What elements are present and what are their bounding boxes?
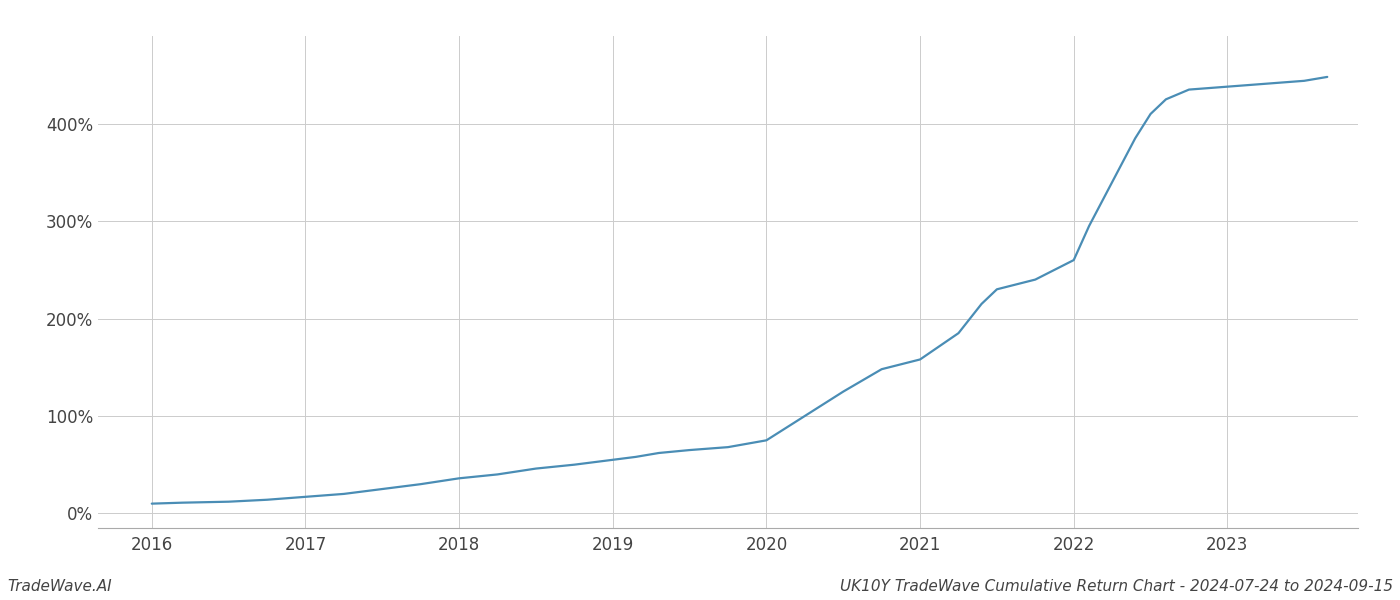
Text: UK10Y TradeWave Cumulative Return Chart - 2024-07-24 to 2024-09-15: UK10Y TradeWave Cumulative Return Chart …	[840, 579, 1393, 594]
Text: TradeWave.AI: TradeWave.AI	[7, 579, 112, 594]
